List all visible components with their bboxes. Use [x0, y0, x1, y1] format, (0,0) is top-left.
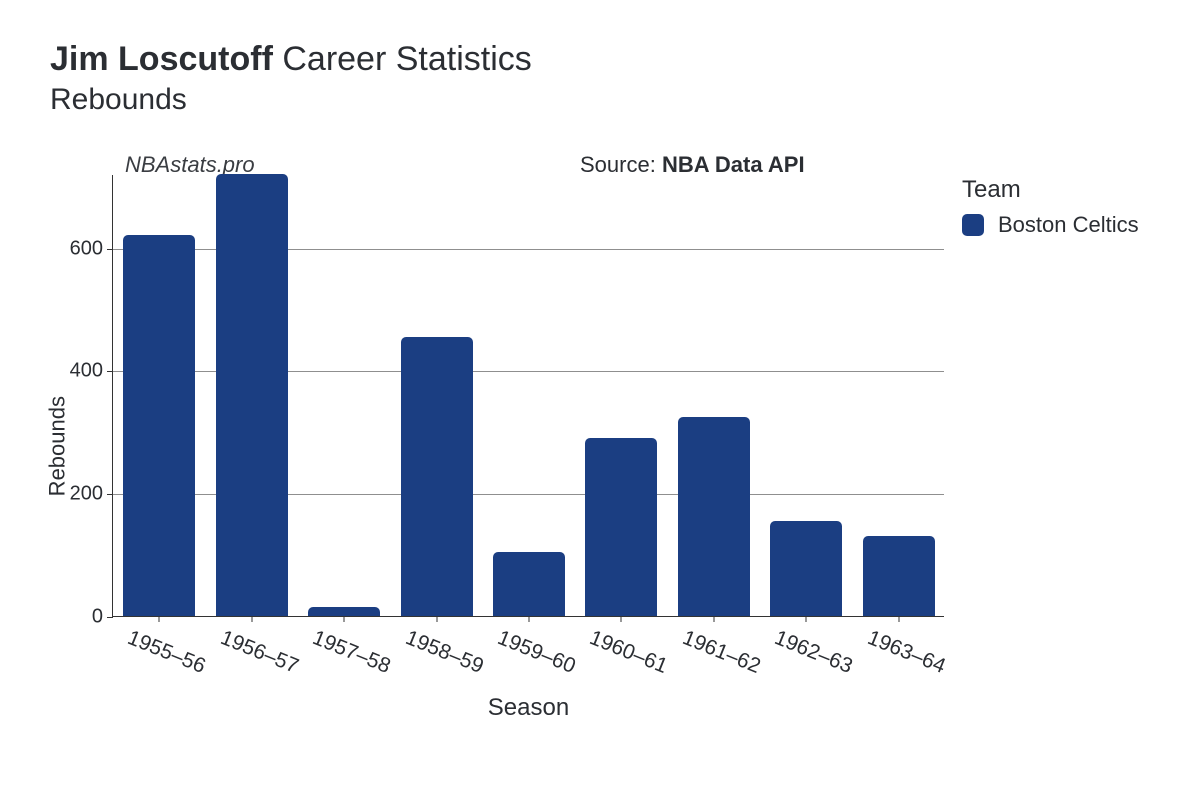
- x-tick-mark: [806, 616, 807, 622]
- bar: [493, 552, 565, 616]
- y-tick-label: 200: [70, 483, 113, 506]
- x-tick-mark: [898, 616, 899, 622]
- bar: [308, 607, 380, 616]
- title-block: Jim Loscutoff Career Statistics Rebounds: [50, 40, 532, 117]
- bar: [863, 536, 935, 616]
- title-suffix: Career Statistics: [282, 40, 531, 78]
- x-tick-label: 1955–56: [124, 626, 209, 679]
- title-player-name: Jim Loscutoff: [50, 40, 273, 78]
- legend-label: Boston Celtics: [998, 212, 1139, 238]
- x-tick-label: 1963–64: [864, 626, 949, 679]
- bar: [678, 417, 750, 617]
- y-tick-label: 0: [92, 606, 113, 629]
- x-tick-label: 1962–63: [771, 626, 856, 679]
- x-tick-mark: [251, 616, 252, 622]
- legend: Team Boston Celtics: [962, 176, 1139, 238]
- plot-area: Rebounds Season 02004006001955–561956–57…: [112, 175, 944, 617]
- y-axis-title: Rebounds: [44, 396, 70, 496]
- bar: [770, 521, 842, 616]
- x-tick-label: 1956–57: [217, 626, 302, 679]
- x-tick-mark: [713, 616, 714, 622]
- legend-item: Boston Celtics: [962, 212, 1139, 238]
- x-tick-label: 1959–60: [494, 626, 579, 679]
- y-tick-label: 600: [70, 237, 113, 260]
- legend-swatch: [962, 214, 984, 236]
- chart-title: Jim Loscutoff Career Statistics: [50, 40, 532, 79]
- x-tick-label: 1957–58: [309, 626, 394, 679]
- bar: [585, 438, 657, 616]
- bar: [401, 337, 473, 616]
- source-label: Source:: [580, 152, 662, 177]
- x-tick-mark: [344, 616, 345, 622]
- y-tick-label: 400: [70, 360, 113, 383]
- x-tick-label: 1958–59: [402, 626, 487, 679]
- bar: [123, 235, 195, 616]
- x-tick-mark: [159, 616, 160, 622]
- x-tick-mark: [436, 616, 437, 622]
- x-axis-title: Season: [488, 694, 569, 722]
- bar: [216, 174, 288, 616]
- x-tick-label: 1961–62: [679, 626, 764, 679]
- x-tick-mark: [621, 616, 622, 622]
- legend-title: Team: [962, 176, 1139, 204]
- chart-subtitle: Rebounds: [50, 83, 532, 117]
- chart-stage: Jim Loscutoff Career Statistics Rebounds…: [0, 0, 1200, 800]
- source-value: NBA Data API: [662, 152, 805, 177]
- x-tick-label: 1960–61: [586, 626, 671, 679]
- x-tick-mark: [529, 616, 530, 622]
